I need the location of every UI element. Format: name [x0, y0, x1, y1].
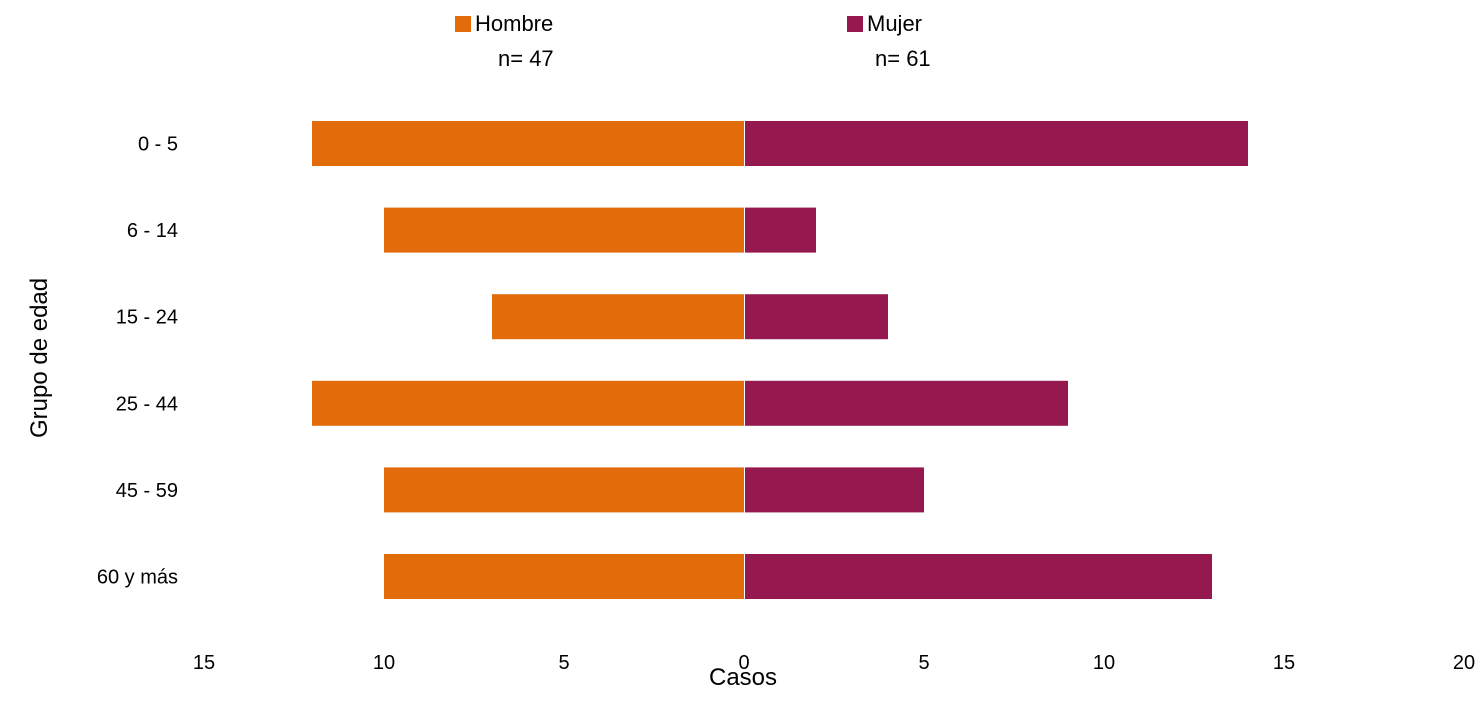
bars-layer — [312, 121, 1248, 599]
x-tick-label: 10 — [373, 652, 395, 674]
legend-label-hombre: Hombre — [475, 11, 553, 37]
y-tick-label: 60 y más — [97, 567, 178, 589]
x-tick-label: 15 — [1273, 652, 1295, 674]
x-axis-title: Casos — [683, 664, 803, 692]
legend-n-hombre: n= 47 — [498, 46, 554, 72]
bar-mujer-5 — [745, 554, 1212, 599]
y-tick-label: 0 - 5 — [138, 134, 178, 156]
y-tick-label: 45 - 59 — [116, 480, 178, 502]
bar-hombre-2 — [492, 294, 744, 339]
x-tick-label: 20 — [1453, 652, 1475, 674]
bar-mujer-1 — [745, 208, 816, 253]
legend-swatch-mujer — [847, 16, 863, 32]
y-tick-label: 15 - 24 — [116, 307, 178, 329]
bar-hombre-0 — [312, 121, 744, 166]
x-tick-label: 10 — [1093, 652, 1115, 674]
x-tick-label: 5 — [558, 652, 569, 674]
legend-swatch-hombre — [455, 16, 471, 32]
y-tick-label: 25 - 44 — [116, 393, 178, 415]
bar-hombre-5 — [384, 554, 744, 599]
bar-hombre-4 — [384, 467, 744, 512]
legend-item-mujer: Mujer — [847, 11, 922, 37]
y-tick-labels: 0 - 5 6 - 14 15 - 24 25 - 44 45 - 59 60 y más — [97, 134, 178, 589]
legend-label-mujer: Mujer — [867, 11, 922, 37]
legend-n-mujer: n= 61 — [875, 46, 931, 72]
y-axis-title: Grupo de edad — [26, 278, 54, 438]
y-tick-label: 6 - 14 — [127, 220, 178, 242]
bar-mujer-3 — [745, 381, 1068, 426]
x-tick-label: 5 — [918, 652, 929, 674]
bar-mujer-2 — [745, 294, 888, 339]
legend-item-hombre: Hombre — [455, 11, 553, 37]
bar-mujer-0 — [745, 121, 1248, 166]
x-tick-labels: 15 10 5 0 5 10 15 20 — [193, 652, 1475, 674]
bar-mujer-4 — [745, 467, 924, 512]
bar-hombre-3 — [312, 381, 744, 426]
bar-hombre-1 — [384, 208, 744, 253]
x-tick-label: 15 — [193, 652, 215, 674]
